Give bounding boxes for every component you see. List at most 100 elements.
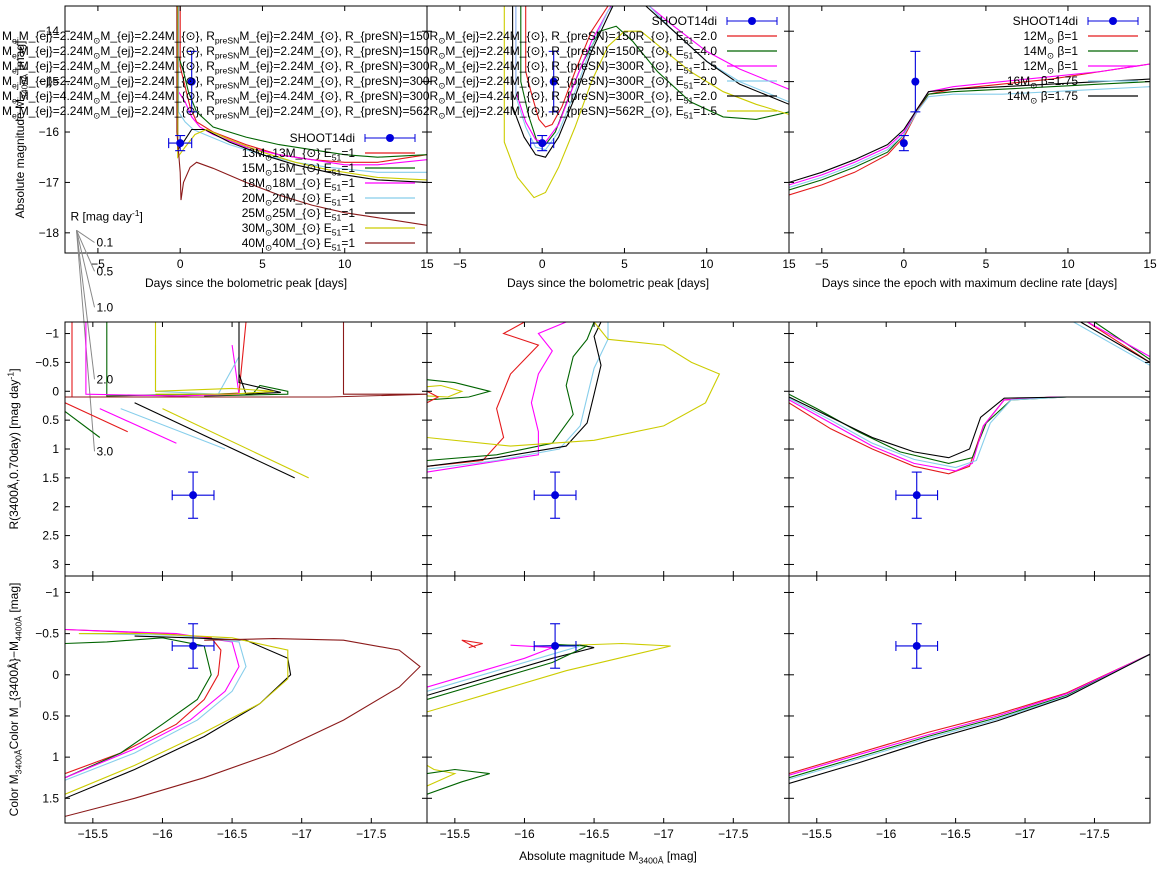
color-0-xtick-label-4: −17.5 xyxy=(356,827,387,841)
legend-label-0-0: SHOOT14di xyxy=(290,131,355,145)
color-line-1-5 xyxy=(427,644,553,688)
color-panel-0 xyxy=(65,623,421,817)
lc-0-ytick-label-0: −14 xyxy=(39,24,60,38)
color-line-0-1 xyxy=(65,637,212,779)
lc-line-1-4 xyxy=(512,6,614,158)
rate-tail-0-4 xyxy=(134,402,295,479)
color-2-xtick-label-2: −16.5 xyxy=(940,827,971,841)
color-line-0-6 xyxy=(65,638,421,817)
legend-label-1-0: SHOOT14di xyxy=(652,14,717,28)
color-panel-2 xyxy=(789,623,1150,785)
rate-0-ytick-label-3: 0.5 xyxy=(42,413,59,427)
lc-obs-point-0-0 xyxy=(176,139,185,148)
row3-xlabel: Absolute magnitude M3400Å [mag] xyxy=(519,849,697,866)
rate-line-2-4 xyxy=(789,396,1150,459)
color-0-ytick-label-5: 1.5 xyxy=(42,791,59,805)
rate-tail-0-3 xyxy=(120,408,226,450)
rate-line-1-7 xyxy=(427,379,492,401)
legend-label-0-4: 20M⊙20M_{⊙} E51=1 xyxy=(242,191,356,208)
lc-line-1-5 xyxy=(503,6,789,199)
color-1-xtick-label-1: −16 xyxy=(514,827,535,841)
rate-0-ytick-label-6: 2 xyxy=(52,500,59,514)
legend-obs-marker-0 xyxy=(386,134,394,142)
lc-0-xtick-label-1: 0 xyxy=(177,257,184,271)
legend-label-0-2: 15M⊙15M_{⊙} E51=1 xyxy=(242,161,356,178)
color-frame-0 xyxy=(64,575,428,824)
lc-line-2-4 xyxy=(789,78,1150,183)
row2-ylabel: R(3400Å,0.70day) [mag day-1] xyxy=(5,368,21,529)
rate-line-1-5 xyxy=(427,322,721,447)
color-1-xtick-label-0: −15.5 xyxy=(440,827,471,841)
lc-0-xtick-label-4: 15 xyxy=(420,257,434,271)
color-line-2-1 xyxy=(789,653,1150,779)
lc-panel-0 xyxy=(168,6,427,226)
color-line-0-0 xyxy=(65,628,222,775)
color-line-0-4 xyxy=(65,635,292,799)
rate-frame-1 xyxy=(426,321,790,577)
legend-obs-marker-2 xyxy=(1109,17,1117,25)
legend-label-2-5: 14M⊙ β=1.75 xyxy=(1007,89,1079,106)
legend-obs-marker-1 xyxy=(748,17,756,25)
color-0-xtick-label-0: −15.5 xyxy=(78,827,109,841)
rate-line-0-2 xyxy=(85,322,240,397)
lc-line-0-6 xyxy=(176,6,427,226)
legend-label-0-5: 25M⊙25M_{⊙} E51=1 xyxy=(242,206,356,223)
lc-line-2-1 xyxy=(789,81,1150,191)
lc-xlabel-1: Days since the bolometric peak [days] xyxy=(507,276,709,290)
rate-line-0-1 xyxy=(106,322,289,397)
rate-tail-0-1 xyxy=(65,411,101,438)
color-2-xtick-label-0: −15.5 xyxy=(802,827,833,841)
rate-scale-label-1: 0.5 xyxy=(97,264,114,278)
color-1-xtick-label-3: −17 xyxy=(654,827,675,841)
rate-line-1-1 xyxy=(427,322,595,462)
legend-label-2-4: 16M⊙ β=1.75 xyxy=(1007,74,1079,91)
rate-0-ytick-label-2: 0 xyxy=(52,384,59,398)
lc-panel-2 xyxy=(789,50,1150,196)
color-line-2-0 xyxy=(789,653,1150,775)
rate-tail-0-2 xyxy=(99,408,177,444)
lc-0-ytick-label-1: −15 xyxy=(39,75,60,89)
rate-scale-label-0: 0.1 xyxy=(97,236,114,250)
lc-obs-point-1-0 xyxy=(538,139,547,148)
lc-panel-1 xyxy=(503,6,789,199)
lc-0-ytick-label-4: −18 xyxy=(39,226,60,240)
rate-line-0-5 xyxy=(154,322,274,395)
legend-label-0-3: 18M⊙18M_{⊙} E51=1 xyxy=(242,176,356,193)
color-0-ytick-label-1: −0.5 xyxy=(35,627,59,641)
rate-0-ytick-label-1: −0.5 xyxy=(35,355,59,369)
color-line-0-3 xyxy=(65,633,247,781)
lc-0-xtick-label-2: 5 xyxy=(259,257,266,271)
lc-2-xtick-label-2: 5 xyxy=(983,257,990,271)
rate-obs-point-2 xyxy=(912,491,921,500)
color-2-xtick-label-3: −17 xyxy=(1015,827,1036,841)
color-0-ytick-label-3: 0.5 xyxy=(42,709,59,723)
lc-obs-point-0-1 xyxy=(187,77,196,86)
lc-line-extra-1-4 xyxy=(645,6,789,105)
rate-scale-label-3: 2.0 xyxy=(97,372,114,386)
rate-scale-ray-2 xyxy=(76,230,96,308)
rate-frame-0 xyxy=(64,321,428,577)
lc-1-xtick-label-2: 5 xyxy=(621,257,628,271)
legend-label-2-1: 12M⊙ β=1 xyxy=(1024,29,1079,46)
lc-2-xtick-label-4: 15 xyxy=(1143,257,1157,271)
lc-2-xtick-label-1: 0 xyxy=(901,257,908,271)
lc-obs-point-2-1 xyxy=(911,77,920,86)
rate-scale-label-2: 1.0 xyxy=(97,300,114,314)
lc-1-xtick-label-4: 15 xyxy=(782,257,796,271)
rate-tail-2-4 xyxy=(1080,322,1150,363)
color-line-2-3 xyxy=(789,653,1150,780)
color-line-1-7 xyxy=(427,645,581,692)
rate-0-ytick-label-4: 1 xyxy=(52,442,59,456)
lc-xlabel-0: Days since the bolometric peak [days] xyxy=(145,276,347,290)
lc-line-2-0 xyxy=(789,63,1150,196)
color-line-0-2 xyxy=(65,628,240,779)
legend-label-0-1: 13M⊙13M_{⊙} E51=1 xyxy=(242,146,356,163)
color-frame-2 xyxy=(788,575,1151,824)
lc-obs-point-1-1 xyxy=(549,77,558,86)
color-0-xtick-label-2: −16.5 xyxy=(217,827,248,841)
color-frame-1 xyxy=(426,575,790,824)
lc-2-xtick-label-0: −5 xyxy=(815,257,829,271)
rate-line-2-1 xyxy=(789,393,1150,464)
lc-line-2-3 xyxy=(789,86,1150,189)
rate-tail-2-3 xyxy=(1073,322,1150,366)
